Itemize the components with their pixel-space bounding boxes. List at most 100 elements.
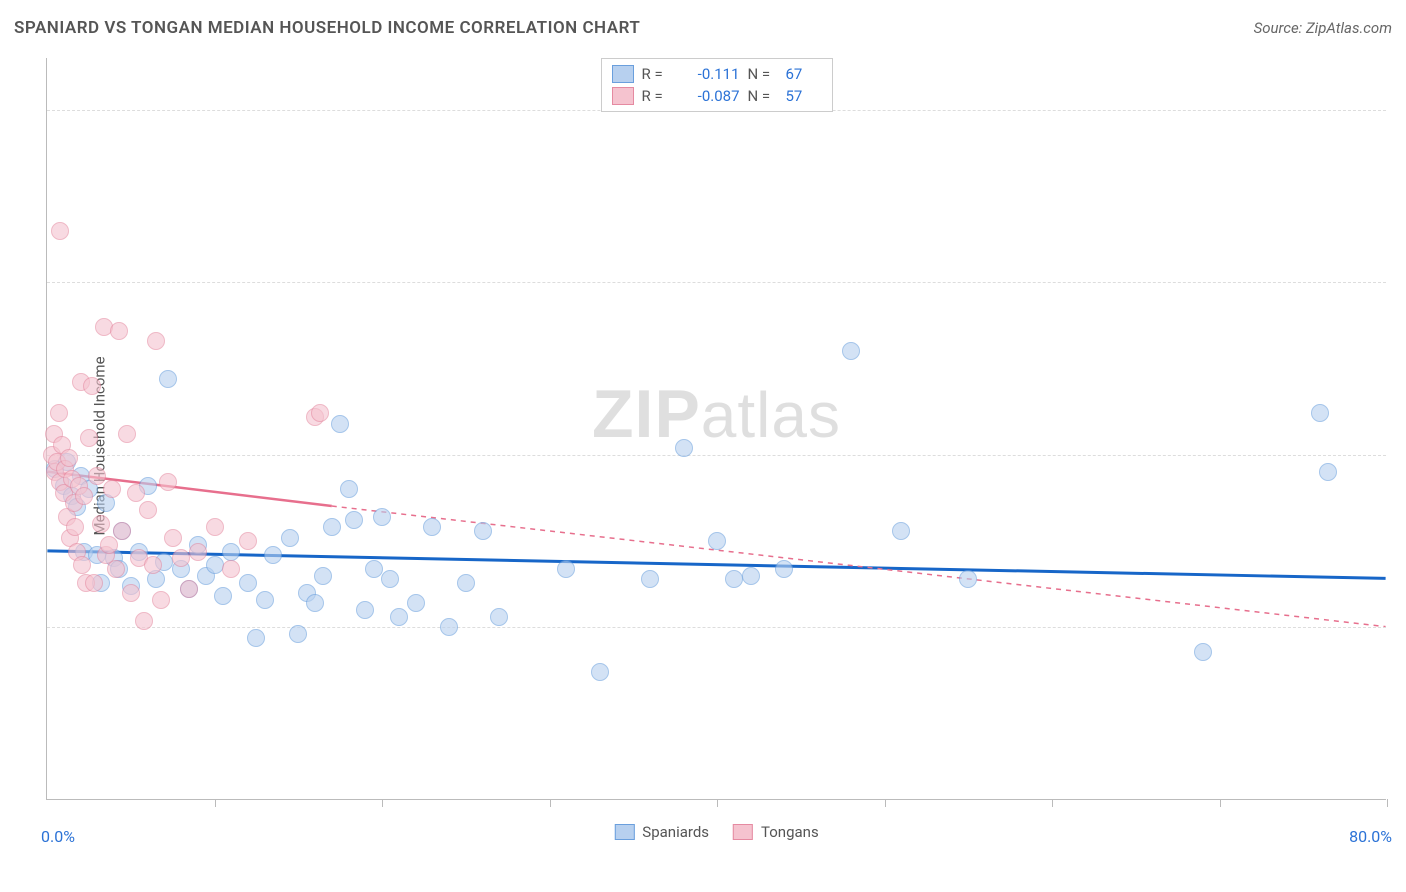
scatter-point [256,591,274,609]
legend-label: Tongans [761,823,819,841]
y-axis-label: $200,000 [1390,100,1406,119]
x-axis-max-label: 80.0% [1349,827,1392,846]
legend-item: Tongans [733,823,819,841]
regression-lines [47,58,1386,799]
scatter-point [144,556,162,574]
scatter-plot: ZIPatlas R =-0.111N =67R =-0.087N =57 0.… [46,58,1386,800]
legend-r-value: -0.087 [680,87,740,105]
regression-extrapolation [332,506,1386,627]
y-axis-label: $100,000 [1390,445,1406,464]
scatter-point [172,549,190,567]
legend-item: Spaniards [614,823,709,841]
scatter-point [474,522,492,540]
scatter-point [113,522,131,540]
scatter-point [147,332,165,350]
scatter-point [440,618,458,636]
scatter-point [75,487,93,505]
scatter-point [66,518,84,536]
scatter-point [490,608,508,626]
x-tick [1052,799,1053,807]
y-axis-label: $50,000 [1390,617,1406,636]
scatter-point [959,570,977,588]
x-tick [1387,799,1388,807]
chart-title: SPANIARD VS TONGAN MEDIAN HOUSEHOLD INCO… [14,18,640,38]
scatter-point [80,429,98,447]
legend-swatch [733,824,753,840]
scatter-point [60,449,78,467]
scatter-point [107,560,125,578]
scatter-point [708,532,726,550]
scatter-point [373,508,391,526]
scatter-point [222,560,240,578]
scatter-point [423,518,441,536]
scatter-point [92,515,110,533]
scatter-point [775,560,793,578]
scatter-point [381,570,399,588]
watermark: ZIPatlas [592,375,841,453]
scatter-point [289,625,307,643]
legend-swatch [612,65,634,83]
scatter-point [206,556,224,574]
legend-r-label: R = [642,87,672,105]
legend-n-value: 57 [786,87,822,105]
scatter-point [407,594,425,612]
scatter-point [139,501,157,519]
scatter-point [73,556,91,574]
scatter-point [85,574,103,592]
scatter-point [306,594,324,612]
scatter-point [135,612,153,630]
scatter-point [311,404,329,422]
scatter-point [331,415,349,433]
gridline [47,282,1386,283]
scatter-point [892,522,910,540]
scatter-point [323,518,341,536]
scatter-point [390,608,408,626]
scatter-point [152,591,170,609]
scatter-point [264,546,282,564]
x-tick [717,799,718,807]
scatter-point [51,222,69,240]
scatter-point [206,518,224,536]
scatter-point [314,567,332,585]
legend-swatch [614,824,634,840]
scatter-point [103,480,121,498]
scatter-point [100,536,118,554]
scatter-point [591,663,609,681]
scatter-point [457,574,475,592]
scatter-point [110,322,128,340]
scatter-point [345,511,363,529]
scatter-point [247,629,265,647]
scatter-point [159,370,177,388]
scatter-point [88,467,106,485]
x-axis-min-label: 0.0% [41,827,75,846]
scatter-point [675,439,693,457]
scatter-point [281,529,299,547]
scatter-point [164,529,182,547]
scatter-point [742,567,760,585]
scatter-point [1311,404,1329,422]
scatter-point [557,560,575,578]
legend-swatch [612,87,634,105]
x-tick [550,799,551,807]
x-tick [885,799,886,807]
scatter-point [222,543,240,561]
scatter-point [118,425,136,443]
scatter-point [159,473,177,491]
legend-stat-row: R =-0.087N =57 [612,85,822,107]
x-tick [215,799,216,807]
scatter-point [239,532,257,550]
scatter-point [725,570,743,588]
scatter-point [356,601,374,619]
scatter-point [842,342,860,360]
legend-stats: R =-0.111N =67R =-0.087N =57 [601,58,833,112]
scatter-point [365,560,383,578]
scatter-point [214,587,232,605]
scatter-point [83,377,101,395]
scatter-point [189,543,207,561]
scatter-point [239,574,257,592]
legend-r-value: -0.111 [680,65,740,83]
x-tick [1220,799,1221,807]
scatter-point [50,404,68,422]
chart-source: Source: ZipAtlas.com [1254,19,1392,37]
legend-n-value: 67 [786,65,822,83]
